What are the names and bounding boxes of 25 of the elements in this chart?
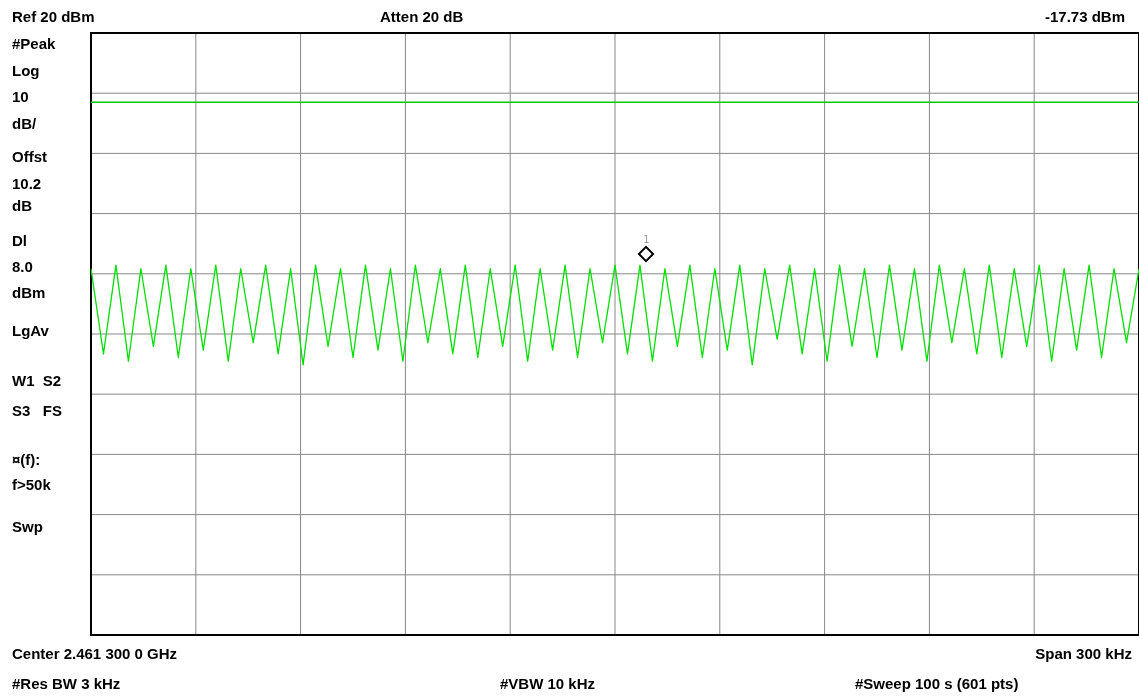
text: dB xyxy=(12,197,33,215)
text: #Peak xyxy=(12,35,57,53)
text: #VBW 10 kHz xyxy=(500,675,596,693)
text: -17.73 dBm xyxy=(1044,8,1125,26)
text: #Res BW 3 kHz xyxy=(12,675,121,693)
text: 10 xyxy=(12,88,29,106)
text: 8.0 xyxy=(12,258,33,276)
text: Offst xyxy=(12,148,47,166)
text: Center 2.461 300 0 GHz xyxy=(12,645,178,663)
chart-title: Ref 20 dBm xyxy=(12,8,95,26)
text: Log xyxy=(12,62,40,80)
text: dB/ xyxy=(12,115,37,133)
text: S3 FS xyxy=(12,402,63,420)
text: f>50k xyxy=(12,476,52,494)
text: ¤(f): xyxy=(12,451,41,469)
annotation: 1 xyxy=(643,233,650,245)
text: Span 300 kHz xyxy=(1035,645,1132,663)
text: 10.2 xyxy=(12,175,42,193)
text: dBm xyxy=(12,284,46,302)
text: Dl xyxy=(12,232,27,250)
text: #Sweep 100 s (601 pts) xyxy=(855,675,1019,693)
text: LgAv xyxy=(12,322,50,340)
text: W1 S2 xyxy=(12,372,62,390)
text: Swp xyxy=(12,518,43,536)
text: Atten 20 dB xyxy=(380,8,464,26)
